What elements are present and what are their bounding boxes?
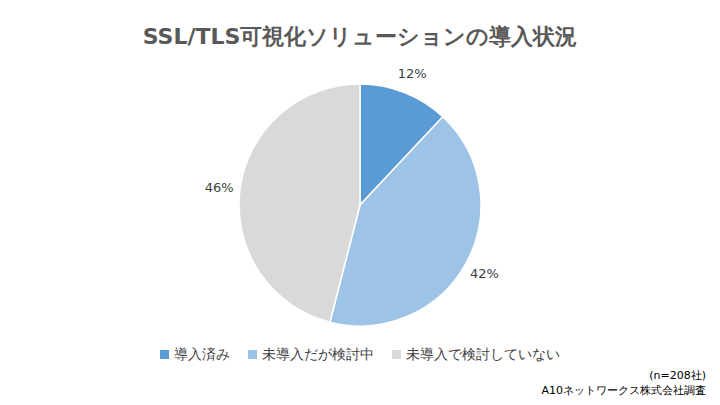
annotation: (n=208社) [649,369,706,382]
title: SSL/TLS可視化ソリューションの導入状況 [143,24,578,49]
legend: 導入済み 未導入だが検討中 未導入で検討していない [160,346,560,362]
annotation: A10ネットワークス株式会社調査 [541,384,706,397]
data-label: 42% [470,266,499,281]
legend-label: 導入済み [174,346,230,362]
data-label: 12% [398,66,427,81]
legend-swatch [248,350,257,359]
legend-swatch [160,350,169,359]
legend-label: 未導入だが検討中 [262,346,374,362]
pie [239,84,481,326]
chart: SSL/TLS可視化ソリューションの導入状況 12% 42% 46% 導入済み 未導入だが… [0,0,720,405]
data-label: 46% [205,180,234,195]
slice [239,84,360,322]
legend-swatch [392,350,401,359]
legend-label: 未導入で検討していない [406,346,560,362]
